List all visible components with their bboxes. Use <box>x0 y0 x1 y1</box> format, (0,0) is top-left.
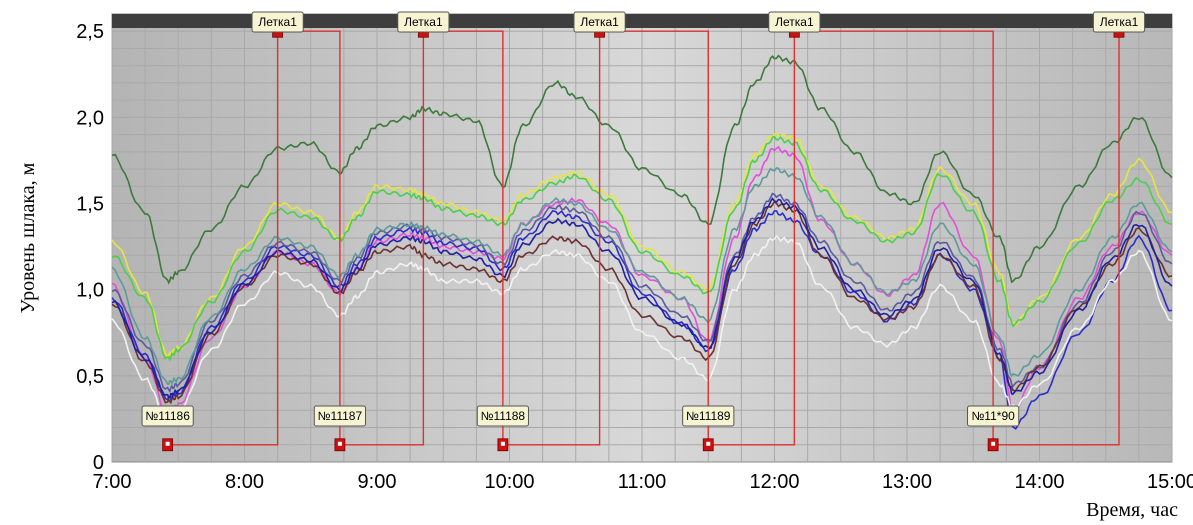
marker-glint <box>991 441 996 446</box>
heat-number-label-box <box>967 405 1020 427</box>
plot-top-bar <box>112 14 1172 28</box>
taphole-label-box <box>768 11 821 33</box>
series-line <box>111 200 1173 405</box>
x-tick-label: 11:00 <box>618 471 667 493</box>
taphole-label-box <box>397 11 450 33</box>
x-tick-label: 10:00 <box>484 471 534 493</box>
taphole-label: Летка1 <box>404 15 443 29</box>
heat-number-label: №11189 <box>686 409 731 423</box>
taphole-label: Летка1 <box>1100 15 1139 29</box>
taphole-label-box <box>251 11 304 33</box>
heat-number-label-box <box>313 405 366 427</box>
marker-glint <box>500 441 505 446</box>
taphole-label: Летка1 <box>580 15 619 29</box>
heat-number-label-box <box>476 405 529 427</box>
series-line <box>111 54 1173 285</box>
y-tick-label: 2,5 <box>76 21 104 43</box>
x-tick-label: 15:00 <box>1147 471 1193 493</box>
taphole-events: Летка1 Летка1 Летка1 Летка1 Летка1 №11186 №111… <box>141 11 1146 452</box>
series-line <box>111 135 1173 362</box>
x-tick-label: 7:00 <box>93 471 132 493</box>
taphole-label: Летка1 <box>775 15 814 29</box>
heat-number-label: №11187 <box>318 409 363 423</box>
x-tick-label: 13:00 <box>882 471 932 493</box>
y-tick-label: 0,5 <box>76 366 104 388</box>
series-line <box>111 234 1173 423</box>
series-line <box>111 131 1173 359</box>
y-tick-label: 0 <box>93 452 104 474</box>
axis-ticks: 7:00 8:00 9:00 10:00 11:00 12:00 13:00 14:00 15:… <box>76 21 1193 493</box>
x-tick-label: 9:00 <box>358 471 397 493</box>
heat-number-label-box <box>682 405 735 427</box>
heat-number-label: №11188 <box>481 409 526 423</box>
heat-number-label: №11*90 <box>971 409 1015 423</box>
y-tick-label: 2,0 <box>76 107 104 129</box>
marker-glint <box>165 441 170 446</box>
marker-glint <box>337 441 342 446</box>
heat-number-label-box <box>141 405 194 427</box>
marker-glint <box>706 441 711 446</box>
series-line <box>111 167 1173 386</box>
series-line <box>111 192 1173 393</box>
taphole-label: Летка1 <box>258 15 297 29</box>
y-tick-label: 1,0 <box>76 280 104 302</box>
taphole-label-box <box>1092 11 1146 33</box>
taphole-status-line <box>167 30 1120 446</box>
y-axis-title: Уровень шлака, м <box>17 162 39 313</box>
x-axis-title: Время, час <box>1086 499 1178 521</box>
x-tick-label: 14:00 <box>1014 471 1064 493</box>
heat-number-label: №11186 <box>145 409 190 423</box>
x-tick-label: 8:00 <box>225 471 264 493</box>
series-lines <box>111 54 1173 430</box>
series-line <box>111 197 1173 399</box>
x-tick-label: 12:00 <box>749 471 799 493</box>
taphole-label-box <box>573 11 626 33</box>
y-tick-label: 1,5 <box>76 194 104 216</box>
